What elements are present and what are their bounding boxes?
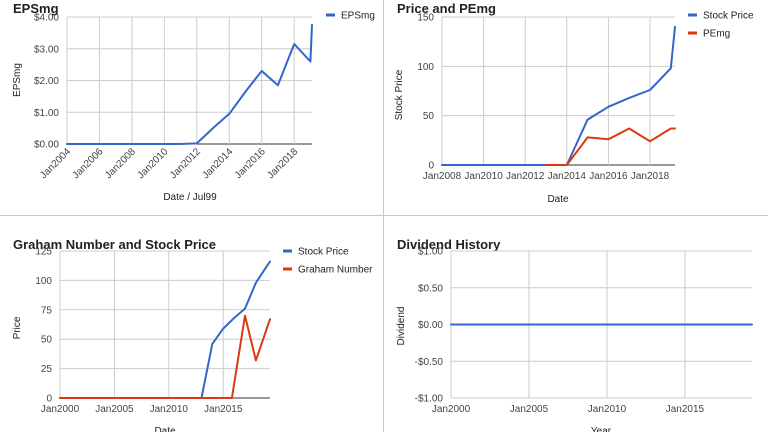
x-tick-label: Jan2010	[150, 404, 189, 415]
y-tick-label: 100	[417, 62, 434, 73]
x-tick-label: Jan2016	[233, 146, 268, 181]
x-tick-label: Jan2012	[168, 146, 203, 181]
y-tick-label: 50	[423, 111, 435, 122]
dividend-history-chart-panel: Dividend History -$1.00 -$0.50 $0.00 $0.50 $1…	[384, 216, 768, 432]
series-line-stock-price	[441, 25, 676, 166]
x-tick-label: Jan2018	[631, 171, 670, 182]
y-tick-label: 0	[46, 394, 52, 405]
y-tick-label: 0	[428, 161, 434, 172]
y-tick-label: 150	[417, 13, 434, 24]
x-tick-label: Jan2015	[204, 404, 243, 415]
x-tick-label: Jan2006	[71, 146, 106, 181]
dividend-history-chart: Dividend History -$1.00 -$0.50 $0.00 $0.50 $1…	[396, 237, 753, 432]
y-axis-label: Dividend	[396, 307, 407, 346]
y-tick-label: $0.50	[418, 283, 443, 294]
chart-title: Price and PEmg	[397, 1, 496, 16]
epsmg-chart-panel: EPSmg $0.00 $1.00 $2.00 $3.00 $4.00 Jan2004 Jan…	[0, 0, 384, 216]
legend-label-stock-price: Stock Price	[703, 11, 754, 22]
graham-number-chart: Graham Number and Stock Price 0 25 50 75 100 1…	[12, 237, 373, 432]
series-line-stock-price	[59, 260, 271, 399]
x-tick-label: Jan2008	[103, 146, 138, 181]
y-tick-label: -$1.00	[415, 394, 444, 405]
x-axis-label: Year	[591, 426, 612, 432]
x-tick-label: Jan2010	[136, 146, 171, 181]
x-tick-label: Jan2012	[506, 171, 545, 182]
price-pemg-chart-panel: Price and PEmg 0 50 100 150 Jan2008 Jan2010 Jan…	[384, 0, 768, 216]
legend-label-stock-price: Stock Price	[298, 247, 349, 258]
legend-label-epsmg: EPSmg	[341, 11, 375, 22]
y-tick-label: $0.00	[34, 140, 59, 151]
y-tick-label: 75	[41, 305, 53, 316]
x-tick-label: Jan2000	[432, 404, 471, 415]
x-tick-label: Jan2015	[666, 404, 705, 415]
x-axis-label: Date	[547, 194, 569, 205]
series-line-epsmg	[66, 23, 313, 145]
legend-label-pemg: PEmg	[703, 29, 730, 40]
y-tick-label: $3.00	[34, 44, 59, 55]
y-tick-label: $4.00	[34, 13, 59, 24]
x-tick-label: Jan2008	[423, 171, 462, 182]
epsmg-chart: EPSmg$0.00$1.00$2.00$3.00$4.00Jan2004Jan…	[12, 1, 375, 203]
series-line-graham-number	[59, 314, 271, 399]
series-line-pemg	[545, 127, 676, 166]
x-axis-label: Date	[154, 426, 176, 432]
x-tick-label: Jan2010	[464, 171, 503, 182]
y-axis-label: Stock Price	[394, 69, 405, 120]
x-tick-label: Jan2014	[200, 146, 235, 181]
x-tick-label: Jan2004	[38, 146, 73, 181]
y-tick-label: 25	[41, 364, 53, 375]
x-tick-label: Jan2014	[548, 171, 587, 182]
x-tick-label: Jan2005	[510, 404, 549, 415]
graham-number-chart-panel: Graham Number and Stock Price 0 25 50 75 100 1…	[0, 216, 384, 432]
x-tick-label: Jan2018	[265, 146, 300, 181]
y-tick-label: $1.00	[34, 108, 59, 119]
y-tick-label: $0.00	[418, 320, 443, 331]
x-tick-label: Jan2016	[589, 171, 628, 182]
legend-label-graham-number: Graham Number	[298, 265, 373, 276]
y-tick-label: -$0.50	[415, 357, 444, 368]
x-tick-label: Jan2010	[588, 404, 627, 415]
y-tick-label: $1.00	[418, 247, 443, 258]
chart-title: EPSmg	[13, 1, 59, 16]
y-tick-label: 125	[35, 247, 52, 258]
y-tick-label: $2.00	[34, 76, 59, 87]
y-axis-label: Price	[12, 316, 23, 339]
y-tick-label: 50	[41, 335, 53, 346]
y-axis-label: EPSmg	[12, 63, 23, 97]
x-tick-label: Jan2005	[95, 404, 134, 415]
chart-title: Graham Number and Stock Price	[13, 237, 216, 252]
y-tick-label: 100	[35, 276, 52, 287]
chart-title: Dividend History	[397, 237, 501, 252]
x-tick-label: Jan2000	[41, 404, 80, 415]
x-axis-label: Date / Jul99	[163, 192, 217, 203]
